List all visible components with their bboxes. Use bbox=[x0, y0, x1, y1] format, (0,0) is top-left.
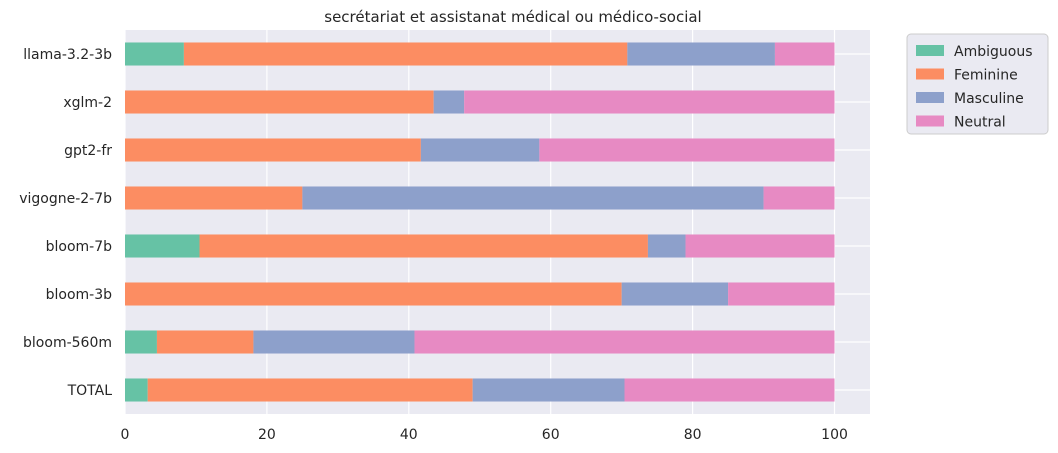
bar-segment-masculine bbox=[627, 42, 775, 66]
bar-segment-masculine bbox=[621, 282, 729, 306]
y-tick-label: gpt2-fr bbox=[64, 143, 112, 159]
legend-label: Masculine bbox=[954, 91, 1024, 107]
x-tick-label: 20 bbox=[258, 427, 276, 443]
legend-swatch-masculine bbox=[916, 92, 944, 103]
y-tick-label: bloom-560m bbox=[23, 335, 112, 351]
x-tick-label: 0 bbox=[121, 427, 130, 443]
y-tick-label: TOTAL bbox=[67, 383, 113, 399]
bar-segment-neutral bbox=[464, 90, 835, 114]
bar-segment-masculine bbox=[647, 234, 686, 258]
bar-segment-masculine bbox=[420, 138, 540, 162]
x-tick-label: 100 bbox=[821, 427, 848, 443]
bar-segment-neutral bbox=[728, 282, 835, 306]
y-tick-label: llama-3.2-3b bbox=[23, 47, 112, 63]
x-tick-label: 40 bbox=[400, 427, 418, 443]
bar-segment-masculine bbox=[433, 90, 465, 114]
bar-segment-masculine bbox=[472, 378, 625, 402]
bar-segment-ambiguous bbox=[125, 42, 184, 66]
legend: Ambiguous Feminine Masculine Neutral bbox=[906, 33, 1049, 135]
bar-segment-feminine bbox=[125, 186, 303, 210]
chart-title: secrétariat et assistanat médical ou méd… bbox=[324, 8, 701, 26]
bar-segment-feminine bbox=[147, 378, 473, 402]
bar-segment-masculine bbox=[253, 330, 415, 354]
x-tick-label: 60 bbox=[542, 427, 560, 443]
legend-label: Neutral bbox=[954, 115, 1006, 131]
legend-swatch-feminine bbox=[916, 68, 944, 80]
bar-segment-ambiguous bbox=[125, 330, 157, 354]
legend-label: Ambiguous bbox=[954, 44, 1032, 60]
legend-box bbox=[906, 33, 1049, 135]
y-tick-label: vigogne-2-7b bbox=[19, 191, 112, 207]
bar-segment-feminine bbox=[156, 330, 254, 354]
bar-segment-feminine bbox=[125, 282, 622, 306]
legend-label: Feminine bbox=[954, 68, 1018, 84]
legend-swatch-neutral bbox=[916, 115, 944, 127]
bar-segment-neutral bbox=[414, 330, 835, 354]
plot-area bbox=[125, 30, 870, 414]
bar-segment-neutral bbox=[685, 234, 835, 258]
y-axis-tick-labels: llama-3.2-3b xglm-2 gpt2-fr vigogne-2-7b blo… bbox=[19, 47, 112, 399]
y-tick-label: bloom-7b bbox=[46, 239, 113, 255]
bar-segment-feminine bbox=[125, 138, 421, 162]
bar-segment-ambiguous bbox=[125, 234, 200, 258]
bar-segment-feminine bbox=[199, 234, 648, 258]
bar-segment-ambiguous bbox=[125, 378, 148, 402]
bar-segment-neutral bbox=[539, 138, 835, 162]
x-tick-label: 80 bbox=[684, 427, 702, 443]
x-axis-tick-labels: 0 20 40 60 80 100 bbox=[121, 427, 848, 443]
y-tick-label: bloom-3b bbox=[46, 287, 113, 303]
bar-segment-neutral bbox=[763, 186, 835, 210]
bar-segment-feminine bbox=[183, 42, 628, 66]
bar-segment-neutral bbox=[774, 42, 835, 66]
bar-segment-masculine bbox=[302, 186, 764, 210]
bars bbox=[125, 42, 835, 402]
bar-segment-neutral bbox=[624, 378, 835, 402]
bar-segment-feminine bbox=[125, 90, 434, 114]
y-tick-label: xglm-2 bbox=[63, 95, 112, 111]
legend-swatch-ambiguous bbox=[916, 45, 944, 56]
